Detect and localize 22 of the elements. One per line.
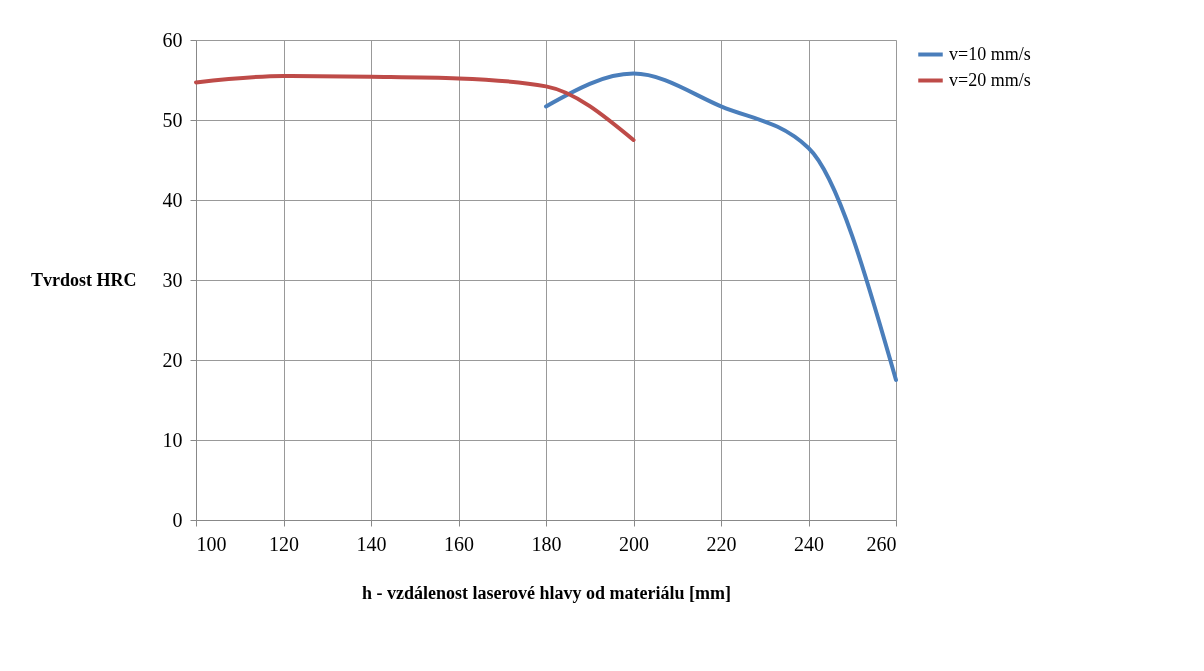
x-tick-label: 100 [196, 532, 227, 555]
y-tick-label: 30 [162, 268, 183, 291]
y-tick-label: 50 [162, 108, 183, 131]
legend-label: v=10 mm/s [949, 43, 1031, 64]
x-tick-label: 240 [794, 532, 824, 555]
y-tick-label: 40 [162, 188, 183, 211]
x-tick-label: 220 [706, 532, 737, 555]
x-tick-label: 140 [356, 532, 387, 555]
x-tick-label: 200 [619, 532, 649, 555]
x-axis-title: h - vzdálenost laserové hlavy od materiálu [mm] [361, 582, 732, 603]
x-tick-label: 260 [866, 532, 897, 555]
y-tick-label: 0 [172, 508, 183, 531]
legend-label: v=20 mm/s [949, 69, 1031, 90]
x-tick-label: 120 [269, 532, 299, 555]
line-series [544, 71, 898, 382]
line-series [194, 74, 636, 142]
y-tick-label: 20 [162, 348, 183, 371]
x-tick-label: 160 [444, 532, 474, 555]
y-tick-label: 10 [162, 428, 183, 451]
y-axis-title: Tvrdost HRC [30, 269, 137, 290]
x-tick-label: 180 [531, 532, 562, 555]
y-tick-label: 60 [162, 28, 183, 51]
